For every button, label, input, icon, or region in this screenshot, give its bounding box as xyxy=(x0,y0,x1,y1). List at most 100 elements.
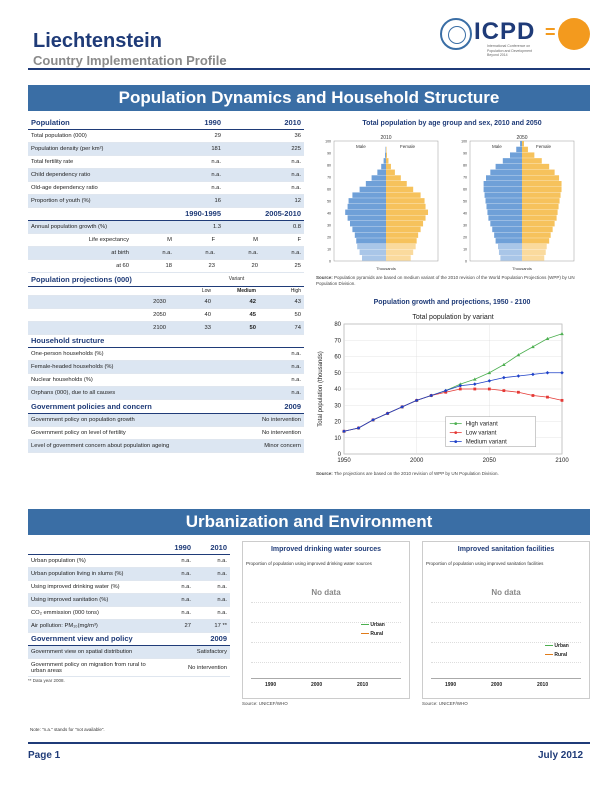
grid-line xyxy=(431,642,581,643)
female-label: Female xyxy=(536,144,552,149)
sanitation-panel: Improved sanitation facilities Proportio… xyxy=(422,541,590,699)
row-value: No intervention xyxy=(160,658,230,677)
table-row: Life expectancy M F M F xyxy=(28,233,304,247)
data-point xyxy=(473,387,477,391)
female-bar xyxy=(522,215,557,221)
table-row: Government view on spatial distribution S… xyxy=(28,645,230,659)
data-point xyxy=(458,383,463,388)
row-value: n.a. xyxy=(224,181,304,195)
row-value: 16 xyxy=(169,194,224,208)
row-value: No intervention xyxy=(214,413,304,427)
age-tick: 60 xyxy=(463,188,467,192)
table-row: Annual population growth (%) 1.3 0.8 xyxy=(28,220,304,234)
age-tick: 30 xyxy=(463,224,467,228)
urban-table: 1990 2010 Urban population (%) n.a. n.a. U… xyxy=(28,541,230,633)
legend-label: Rural xyxy=(370,631,384,637)
footer-note: Note: "n.a." stands for "not available". xyxy=(30,727,105,732)
grid-line xyxy=(251,602,401,603)
row-value: 23 xyxy=(175,259,218,273)
pyramid-source: Source: Population pyramids are based on… xyxy=(316,275,588,287)
female-bar xyxy=(522,238,550,244)
female-bar xyxy=(522,255,545,261)
female-bar xyxy=(386,163,391,170)
legend: High variant Low variant Medium variant xyxy=(445,416,536,447)
row-value: 50 xyxy=(259,308,304,322)
legend-marker xyxy=(454,431,458,435)
male-bar xyxy=(488,215,522,221)
data-point xyxy=(560,331,564,336)
age-tick: 90 xyxy=(327,152,331,156)
male-bar xyxy=(510,152,522,158)
data-point xyxy=(385,411,390,416)
female-bar xyxy=(522,243,547,250)
sex-label: M xyxy=(132,233,175,247)
legend-urban: Urban xyxy=(545,643,569,649)
row-value: n.a. xyxy=(158,593,194,607)
household-header-row: Household structure xyxy=(28,334,304,348)
data-point xyxy=(531,372,535,377)
male-bar xyxy=(356,238,386,244)
population-table: Population 1990 2010 Total population (0… xyxy=(28,116,304,234)
male-bar xyxy=(490,169,522,175)
table-row: Government policy on level of fertility N… xyxy=(28,426,304,440)
table-row: Government policy on population growth No… xyxy=(28,413,304,427)
row-value: n.a. xyxy=(214,386,304,400)
data-point xyxy=(517,390,520,394)
y-tick: 10 xyxy=(334,436,341,442)
female-bar xyxy=(386,198,425,204)
row-value: n.a. xyxy=(158,554,194,568)
x-tick: 2100 xyxy=(555,458,569,464)
y-tick: 70 xyxy=(334,338,341,344)
female-bar xyxy=(522,146,528,153)
male-bar xyxy=(483,181,522,187)
data-point xyxy=(502,375,506,380)
urban-header-year1: 1990 xyxy=(158,541,194,555)
urban-header-label xyxy=(28,541,158,555)
life-exp-label: Life expectancy xyxy=(28,233,132,247)
age-tick: 70 xyxy=(327,176,331,180)
male-bar xyxy=(352,192,386,198)
section-banner-urbanization: Urbanization and Environment xyxy=(28,509,590,535)
data-point xyxy=(531,344,535,349)
projections-table: Population projections (000) Variant Low… xyxy=(28,273,304,335)
row-label: Orphans (000), due to all causes xyxy=(28,386,214,400)
growth-source: Source: The projections are based on the… xyxy=(316,471,588,477)
population-header-label: Population xyxy=(28,116,169,130)
row-value: 40 xyxy=(169,295,214,309)
female-bar xyxy=(386,232,419,238)
icpd-tagline: International Conference on Population a… xyxy=(487,44,532,57)
x-tick: 2050 xyxy=(483,458,497,464)
male-bar xyxy=(345,209,386,215)
male-bar xyxy=(347,203,386,210)
age-tick: 10 xyxy=(327,248,331,252)
row-value: n.a. xyxy=(214,347,304,361)
male-bar xyxy=(371,175,386,181)
y-tick: 20 xyxy=(334,420,341,426)
row-value: 43 xyxy=(259,295,304,309)
period-header-row: 1990-1995 2005-2010 xyxy=(28,207,304,221)
header-rule xyxy=(28,68,590,70)
sex-label: F xyxy=(175,233,218,247)
row-label: 2050 xyxy=(28,308,169,322)
data-point xyxy=(458,382,463,386)
data-point xyxy=(502,362,506,367)
legend-swatch xyxy=(361,633,369,635)
y-tick: 50 xyxy=(334,371,341,377)
legend-label: Urban xyxy=(370,622,385,628)
row-value: n.a. xyxy=(175,246,218,260)
female-bar xyxy=(386,221,424,227)
legend-rural: Rural xyxy=(361,631,383,637)
row-label: Urban population (%) xyxy=(28,554,158,568)
legend-swatch xyxy=(545,654,553,656)
row-value: n.a. xyxy=(214,373,304,387)
row-value: n.a. xyxy=(261,246,304,260)
table-row: Total fertility rate n.a. n.a. xyxy=(28,155,304,169)
row-value: n.a. xyxy=(194,554,230,568)
table-row: CO₂ emmission (000 tons) n.a. n.a. xyxy=(28,606,230,620)
age-tick: 10 xyxy=(463,248,467,252)
household-table: Household structure One-person household… xyxy=(28,334,304,400)
female-bar xyxy=(522,175,560,181)
age-tick: 20 xyxy=(327,236,331,240)
row-value: 42 xyxy=(214,295,259,309)
data-point xyxy=(545,336,550,341)
